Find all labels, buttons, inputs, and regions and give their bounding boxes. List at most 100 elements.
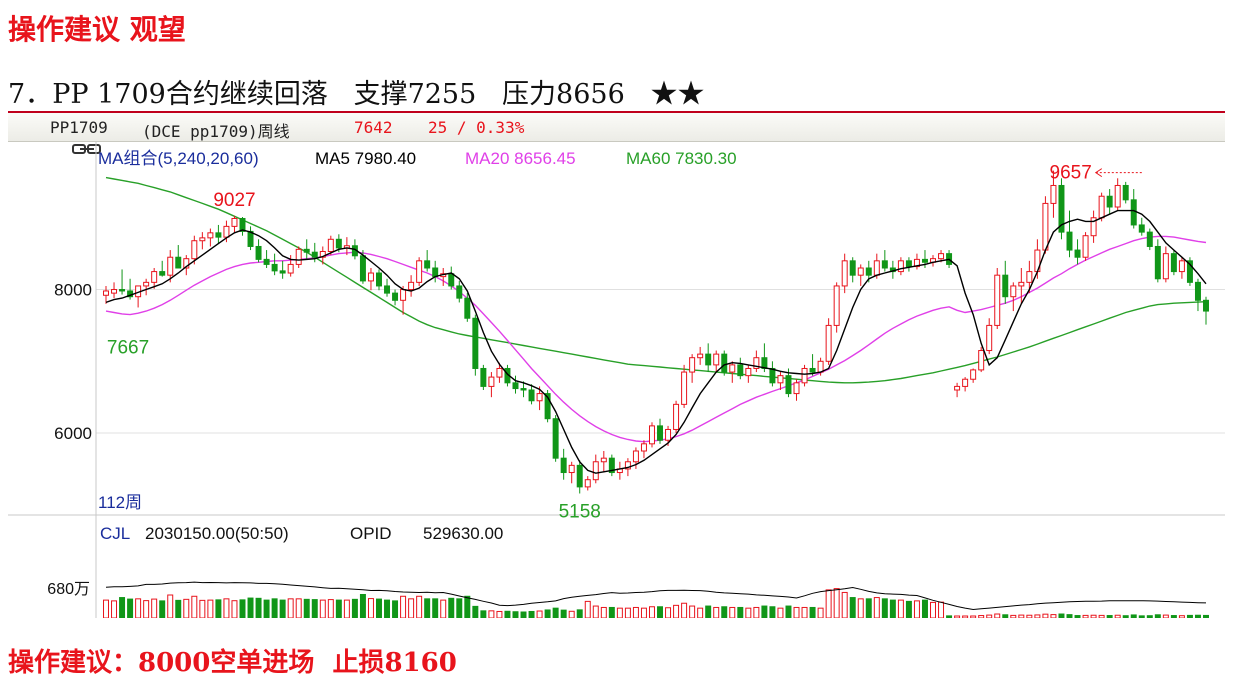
candle-body — [432, 267, 439, 278]
volume-bar — [801, 606, 808, 618]
candle-body — [665, 428, 672, 441]
volume-bar — [1098, 614, 1105, 618]
ma-legend-label: MA组合(5,240,20,60) — [98, 149, 259, 168]
candle-body — [737, 364, 744, 377]
volume-bar — [600, 606, 607, 618]
candle-body — [994, 274, 1001, 326]
candle-body — [512, 382, 519, 390]
volume-bar — [729, 606, 736, 618]
volume-bar — [103, 599, 109, 618]
volume-bar — [448, 597, 455, 618]
volume-bar — [512, 611, 519, 618]
volume-bar — [1002, 614, 1009, 618]
candle-body — [1203, 299, 1209, 312]
volume-bar — [785, 605, 792, 618]
candle-body — [1162, 253, 1169, 280]
volume-bar — [175, 599, 182, 618]
volume-bar — [295, 598, 302, 618]
candle-body — [817, 360, 824, 373]
candle-body — [648, 425, 655, 445]
candle-body — [239, 217, 246, 232]
volume-bar — [303, 598, 310, 618]
candle-body — [729, 364, 736, 373]
volume-bar — [488, 610, 495, 618]
volume-bar — [833, 588, 840, 618]
candle-body — [1098, 195, 1105, 219]
volume-bar — [1146, 615, 1153, 618]
volume-bar — [351, 598, 358, 618]
candle-body — [167, 256, 174, 276]
volume-bar — [689, 605, 696, 618]
candle-body — [544, 393, 551, 420]
candle-body — [159, 271, 166, 276]
volume-bar — [624, 607, 631, 618]
heading-stars: ★★ — [650, 79, 705, 110]
volume-bar — [1170, 615, 1177, 618]
candle-body — [1002, 274, 1009, 298]
volume-bar — [946, 615, 953, 618]
volume-bar — [1203, 614, 1209, 618]
candle-body — [777, 375, 784, 384]
candle-body — [303, 248, 310, 253]
volume-bar — [408, 598, 415, 618]
ma60-value-label: MA60 7830.30 — [626, 149, 737, 168]
volume-bar — [697, 607, 704, 618]
opid-label: OPID — [350, 524, 392, 543]
volume-bar — [1074, 615, 1081, 618]
candle-body — [1058, 184, 1065, 233]
price-annotation: 9027 — [213, 190, 255, 211]
heading: 7．PP 1709合约继续回落 支撑7255 压力8656 ★★ — [8, 72, 705, 111]
candle-body — [689, 357, 696, 373]
candle-body — [592, 461, 599, 481]
candle-body — [255, 245, 262, 260]
volume-bar — [271, 598, 278, 618]
volume-bar — [1114, 614, 1121, 618]
volume-bar — [640, 607, 647, 618]
candle-body — [1106, 195, 1113, 208]
annotation-arrowhead — [1094, 168, 1103, 178]
volume-bar — [544, 609, 551, 618]
candle-body — [769, 367, 776, 384]
candle-body — [279, 270, 286, 274]
volume-bar — [215, 599, 222, 618]
volume-bar — [769, 606, 776, 618]
volume-bar — [223, 598, 230, 618]
volume-bar — [1018, 614, 1025, 618]
candle-body — [721, 353, 728, 373]
candle-body — [624, 461, 631, 470]
volume-bar — [1010, 614, 1017, 618]
volume-bar — [576, 609, 583, 618]
candle-body — [913, 258, 920, 268]
volume-bar — [632, 606, 639, 618]
volume-bar — [536, 610, 543, 618]
volume-bar — [191, 595, 198, 618]
candle-body — [705, 353, 712, 366]
volume-bar — [1090, 614, 1097, 618]
volume-bar — [1154, 614, 1161, 618]
volume-bar — [665, 607, 672, 618]
volume-bar — [930, 601, 936, 618]
link-icon[interactable] — [14, 121, 101, 154]
candle-body — [367, 272, 374, 282]
candle-body — [111, 289, 118, 294]
volume-bar — [1162, 614, 1169, 618]
candle-body — [536, 393, 543, 402]
candle-body — [970, 369, 977, 380]
candle-body — [496, 367, 503, 378]
candle-body — [954, 385, 961, 391]
candle-body — [865, 267, 872, 276]
volume-bar — [167, 594, 174, 618]
ma20-line — [105, 235, 1207, 443]
volume-bar — [1178, 615, 1185, 618]
volume-bar — [464, 595, 471, 618]
advice-top: 操作建议 观望 — [8, 13, 186, 46]
candle-body — [552, 418, 559, 459]
candle-body — [1194, 281, 1201, 301]
price-annotation: 5158 — [559, 501, 601, 522]
candle-body — [1138, 224, 1145, 233]
volume-bar — [761, 605, 768, 618]
volume-bar — [504, 610, 511, 618]
candle-body — [608, 457, 615, 474]
price-annotation: 7667 — [107, 337, 149, 358]
